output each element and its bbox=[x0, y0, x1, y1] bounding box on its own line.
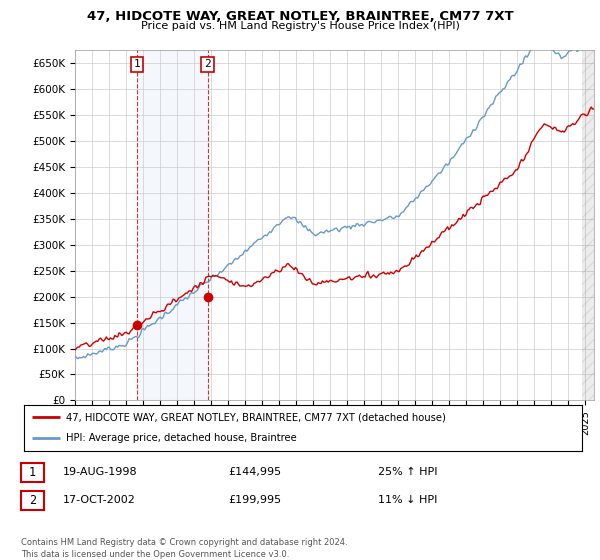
Text: 2: 2 bbox=[204, 59, 211, 69]
Text: 2: 2 bbox=[29, 493, 36, 507]
Text: £144,995: £144,995 bbox=[228, 466, 281, 477]
Text: £199,995: £199,995 bbox=[228, 494, 281, 505]
Text: 1: 1 bbox=[29, 465, 36, 479]
Text: 11% ↓ HPI: 11% ↓ HPI bbox=[378, 494, 437, 505]
Text: 17-OCT-2002: 17-OCT-2002 bbox=[63, 494, 136, 505]
Text: 47, HIDCOTE WAY, GREAT NOTLEY, BRAINTREE, CM77 7XT: 47, HIDCOTE WAY, GREAT NOTLEY, BRAINTREE… bbox=[86, 10, 514, 23]
Text: 1: 1 bbox=[133, 59, 140, 69]
Text: 19-AUG-1998: 19-AUG-1998 bbox=[63, 466, 137, 477]
Text: 47, HIDCOTE WAY, GREAT NOTLEY, BRAINTREE, CM77 7XT (detached house): 47, HIDCOTE WAY, GREAT NOTLEY, BRAINTREE… bbox=[66, 412, 446, 422]
Text: 25% ↑ HPI: 25% ↑ HPI bbox=[378, 466, 437, 477]
Bar bbox=[137, 50, 208, 400]
Text: Contains HM Land Registry data © Crown copyright and database right 2024.
This d: Contains HM Land Registry data © Crown c… bbox=[21, 538, 347, 559]
Text: Price paid vs. HM Land Registry's House Price Index (HPI): Price paid vs. HM Land Registry's House … bbox=[140, 21, 460, 31]
Text: HPI: Average price, detached house, Braintree: HPI: Average price, detached house, Brai… bbox=[66, 433, 296, 444]
